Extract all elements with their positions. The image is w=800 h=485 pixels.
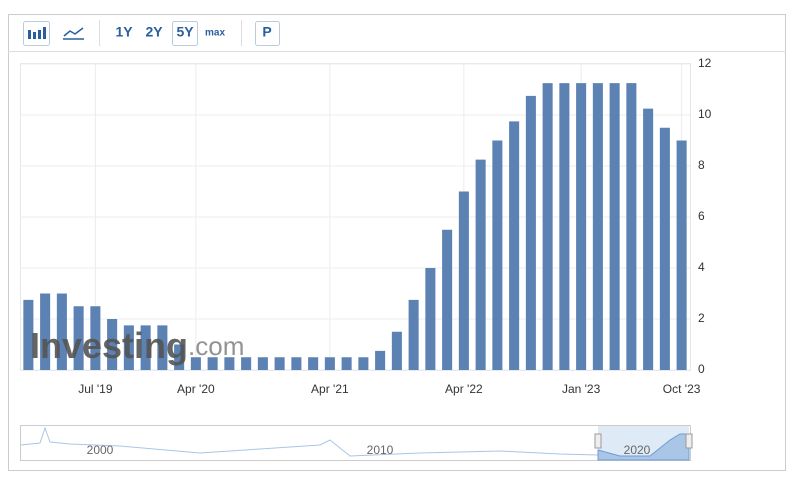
bar — [576, 83, 587, 370]
y-tick-label: 4 — [698, 260, 705, 274]
bar — [559, 83, 570, 370]
x-tick-label: Apr '20 — [177, 382, 215, 396]
range-2y[interactable]: 2Y — [145, 24, 163, 40]
bar — [324, 357, 335, 370]
bar — [341, 357, 352, 370]
bar-chart-button[interactable] — [23, 21, 50, 46]
bar — [408, 299, 419, 370]
bar — [676, 140, 687, 370]
x-tick-label: Jan '23 — [562, 382, 601, 396]
watermark-domain: .com — [188, 331, 244, 361]
bar — [56, 293, 67, 370]
x-tick-label: Apr '21 — [311, 382, 349, 396]
bar — [291, 357, 302, 370]
y-tick-label: 10 — [698, 107, 712, 121]
navigator[interactable] — [20, 425, 693, 461]
bar — [140, 325, 151, 370]
bar — [475, 159, 486, 370]
bar — [90, 306, 101, 370]
x-tick-label: Apr '22 — [445, 382, 483, 396]
bar — [442, 229, 453, 370]
bar — [190, 357, 201, 370]
bar — [23, 299, 34, 370]
line-chart-button[interactable] — [63, 27, 84, 40]
bar — [40, 293, 51, 370]
bar — [308, 357, 319, 370]
bar — [224, 357, 235, 370]
bar — [207, 357, 218, 370]
watermark: Investing.com — [30, 325, 244, 366]
bar — [157, 325, 168, 370]
navigator-label: 2020 — [624, 443, 651, 457]
y-tick-label: 2 — [698, 311, 705, 325]
range-max[interactable]: max — [205, 28, 225, 39]
x-tick-label: Jul '19 — [78, 382, 113, 396]
p-button-box — [255, 21, 280, 46]
y-tick-label: 0 — [698, 362, 705, 376]
navigator-label: 2010 — [367, 443, 394, 457]
watermark-brand: Investing — [30, 325, 188, 366]
bar — [358, 357, 369, 370]
bar — [509, 121, 520, 370]
y-tick-label: 6 — [698, 209, 705, 223]
range-1y[interactable]: 1Y — [115, 24, 133, 40]
bar — [241, 357, 252, 370]
p-button[interactable]: P — [262, 24, 271, 40]
bar — [492, 140, 503, 370]
bar — [257, 357, 268, 370]
y-tick-label: 8 — [698, 158, 705, 172]
frame — [8, 14, 786, 471]
bar — [73, 306, 84, 370]
bar — [458, 191, 469, 370]
bar — [643, 108, 654, 370]
navigator-label: 2000 — [87, 443, 114, 457]
bar — [609, 83, 620, 370]
y-tick-label: 12 — [698, 56, 712, 70]
bar — [542, 83, 553, 370]
x-tick-label: Oct '23 — [663, 382, 701, 396]
bar — [274, 357, 285, 370]
bar — [123, 325, 134, 370]
bar — [659, 127, 670, 370]
bar — [375, 350, 386, 370]
bar — [525, 95, 536, 370]
active-range-box — [172, 21, 198, 46]
bar — [425, 268, 436, 370]
range-5y[interactable]: 5Y — [176, 24, 194, 40]
bar — [107, 319, 118, 370]
bar — [391, 331, 402, 370]
bar — [592, 83, 603, 370]
bar — [174, 344, 185, 370]
bar — [626, 83, 637, 370]
